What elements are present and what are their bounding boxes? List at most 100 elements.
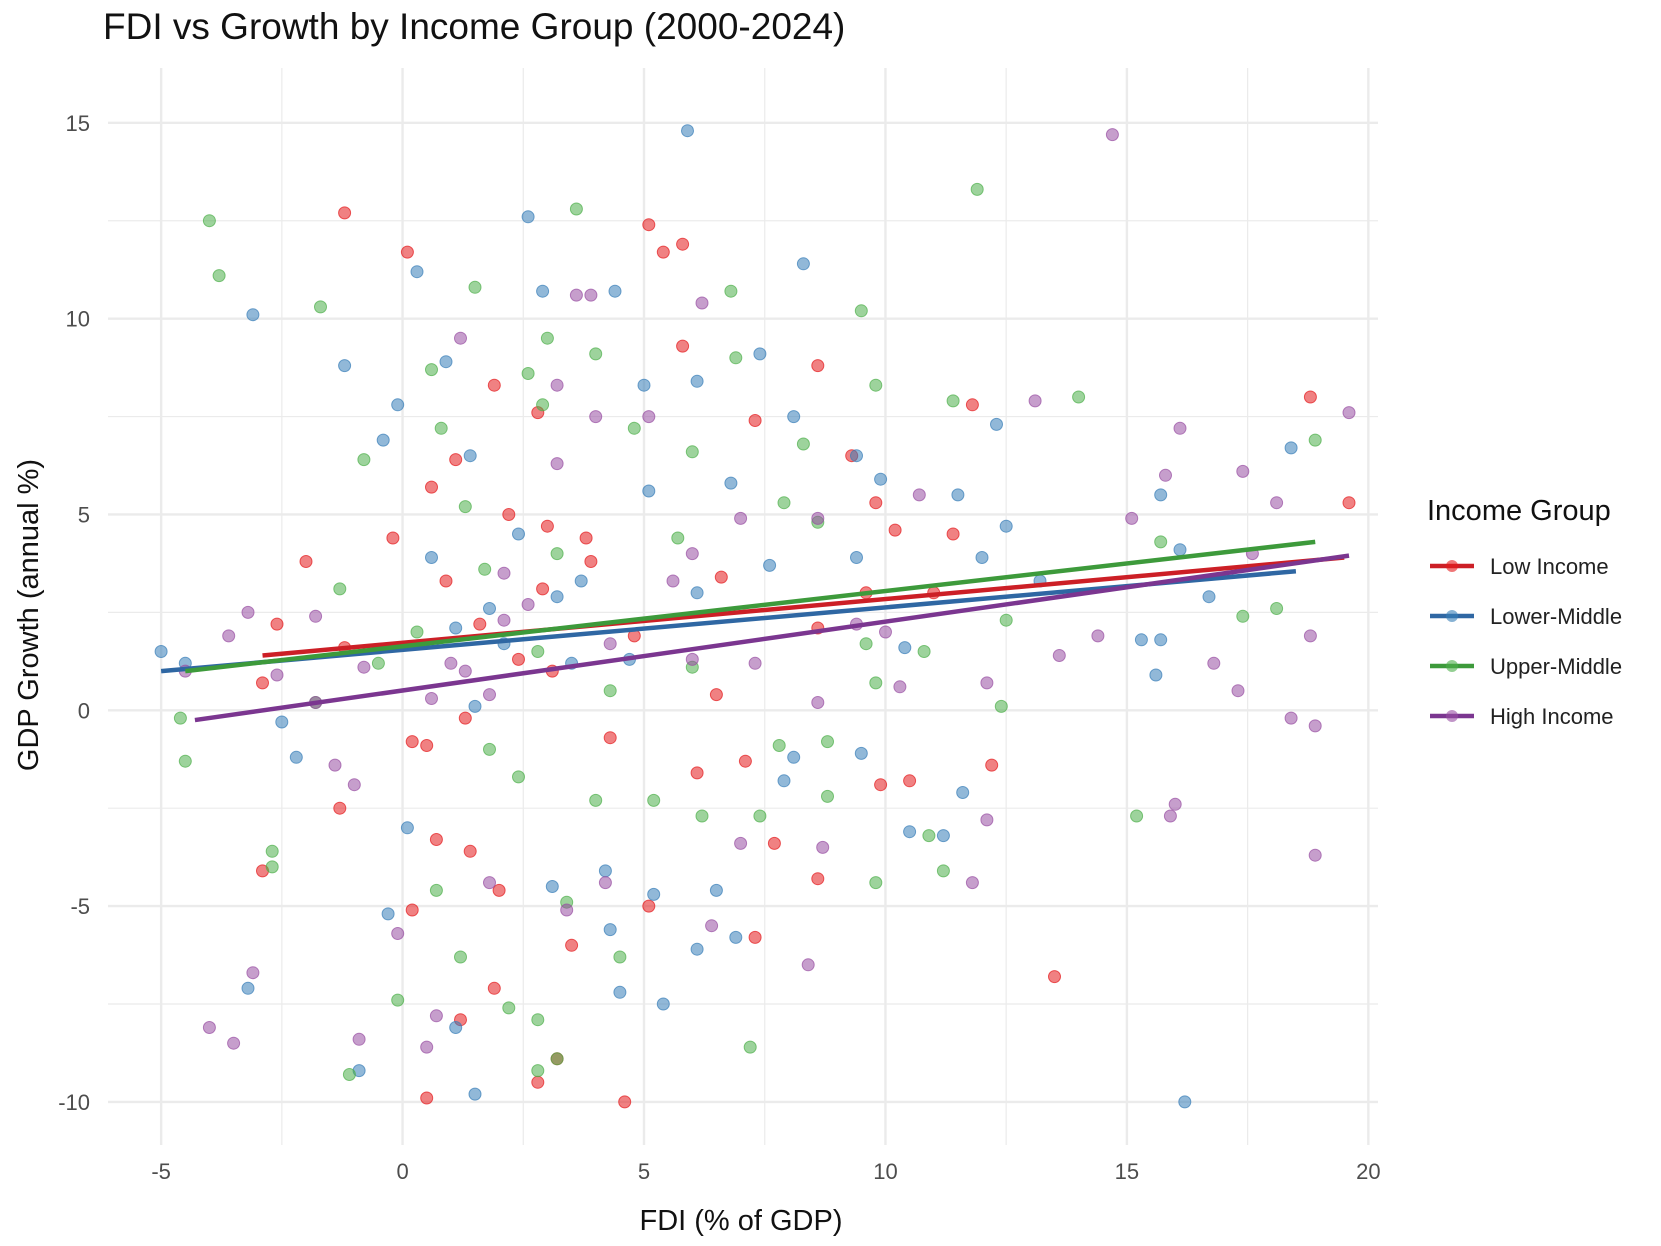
point-high-income [584,288,598,302]
point-high-income [202,1021,216,1034]
point-low-income [656,245,670,259]
point-lower-middle [154,645,168,658]
point-lower-middle [1202,590,1216,604]
point-upper-middle [454,950,467,964]
point-lower-middle [574,574,588,588]
point-upper-middle [425,363,438,377]
point-high-income [352,1032,366,1046]
point-high-income [1231,684,1245,698]
point-high-income [246,966,260,980]
point-high-income [458,664,472,678]
point-upper-middle [521,367,535,380]
point-high-income [357,660,371,674]
legend-item-low-income: Low Income [1430,554,1609,579]
legend-key-point [1446,560,1458,572]
point-low-income [502,508,516,521]
point-low-income [299,555,313,568]
point-upper-middle [743,1040,757,1054]
point-upper-middle [212,269,226,283]
point-lower-middle [903,825,917,839]
point-high-income [227,1036,241,1050]
points-layer [154,124,1356,1109]
point-lower-middle [850,551,863,564]
point-lower-middle [449,1021,463,1034]
legend: Income Group Low Income Lower-Middle Upper… [1427,495,1622,729]
point-low-income [603,731,617,745]
point-high-income [347,778,361,792]
point-upper-middle [922,829,936,843]
point-low-income [642,218,656,232]
point-low-income [946,527,960,541]
point-lower-middle [681,124,694,138]
point-lower-middle [241,981,255,995]
point-upper-middle [772,739,786,752]
point-upper-middle [647,793,661,807]
tick-labels: -5 0 5 10 15 20 -10 -5 0 5 10 15 [58,111,1380,1184]
point-high-income [483,688,496,702]
point-upper-middle [796,437,810,451]
fit-line-high-income [194,553,1350,723]
point-high-income [734,511,748,525]
point-upper-middle [371,656,385,670]
point-high-income [550,457,564,471]
point-low-income [400,245,414,259]
point-lower-middle [1178,1095,1192,1109]
point-low-income [676,237,690,251]
point-upper-middle [429,883,443,897]
point-upper-middle [173,711,187,725]
point-low-income [738,754,752,768]
legend-items: Low Income Lower-Middle Upper-Middle High I… [1430,554,1622,729]
point-lower-middle [709,883,723,897]
point-high-income [705,919,719,933]
point-lower-middle [613,985,627,999]
fit-line-upper-middle [185,539,1316,674]
point-upper-middle [589,793,603,807]
point-upper-middle [603,684,617,698]
point-high-income [454,331,467,345]
point-upper-middle [512,770,525,784]
point-high-income [1342,406,1356,420]
point-high-income [1308,719,1322,733]
point-upper-middle [970,182,984,196]
x-tick-label: 0 [396,1159,408,1184]
point-lower-middle [1154,633,1168,647]
point-upper-middle [531,1064,545,1078]
point-high-income [1091,629,1105,643]
point-upper-middle [540,331,554,345]
point-high-income [569,288,583,302]
point-lower-middle [898,641,912,655]
point-high-income [695,296,709,310]
point-lower-middle [608,284,622,298]
point-high-income [270,668,284,682]
point-high-income [1159,468,1172,482]
point-high-income [811,696,825,709]
legend-key-point [1446,710,1458,722]
point-upper-middle [869,876,883,890]
point-lower-middle [468,1087,482,1101]
point-upper-middle [1130,809,1144,823]
grid-lines [108,68,1378,1145]
point-high-income [497,566,511,580]
point-lower-middle [724,476,738,490]
point-lower-middle [956,786,970,799]
point-upper-middle [695,809,709,823]
point-lower-middle [975,551,989,564]
point-high-income [425,692,438,705]
point-low-income [449,453,463,467]
point-low-income [709,688,723,702]
point-lower-middle [1134,633,1148,647]
point-high-income [560,903,574,917]
y-tick-label: 10 [66,307,90,332]
point-low-income [676,339,690,353]
point-high-income [1308,848,1322,862]
point-high-income [328,758,342,772]
point-upper-middle [1270,602,1284,615]
point-upper-middle [342,1068,356,1081]
legend-key-point [1446,660,1458,672]
point-upper-middle [1154,535,1168,549]
point-high-income [429,1009,443,1023]
point-low-income [584,555,598,568]
point-high-income [1163,809,1177,823]
legend-title: Income Group [1427,495,1611,527]
